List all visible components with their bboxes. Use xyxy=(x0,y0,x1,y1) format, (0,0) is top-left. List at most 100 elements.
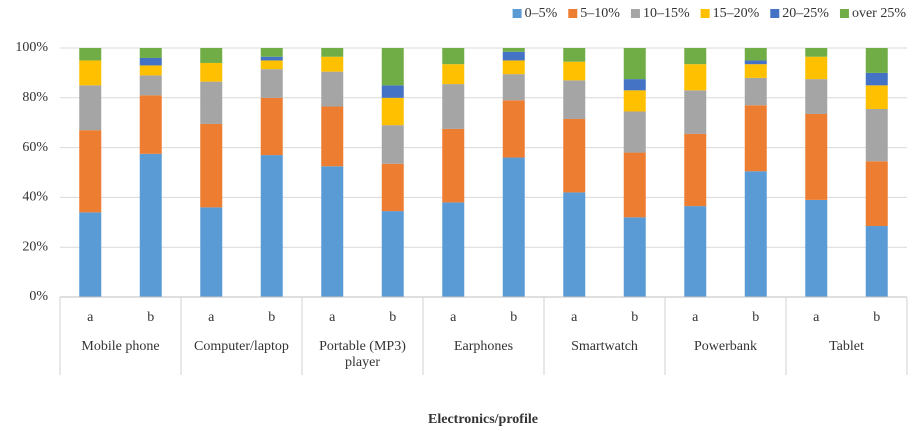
legend-swatch xyxy=(630,9,640,18)
group-label: Computer/laptop xyxy=(194,339,289,354)
bar-segment xyxy=(260,56,283,61)
legend-label: 0–5% xyxy=(525,6,558,21)
group-label: Powerbank xyxy=(694,339,757,354)
x-axis-title: Electronics/profile xyxy=(428,412,538,427)
bar-segment xyxy=(442,84,465,129)
bar-segment xyxy=(79,60,102,86)
bar-segment xyxy=(623,111,646,153)
group-label: Tablet xyxy=(829,339,864,354)
bar-segment xyxy=(139,57,162,66)
bar-segment xyxy=(563,118,586,193)
bar-segment xyxy=(502,48,525,52)
group-label: Portable (MP3) player xyxy=(319,339,406,370)
bar-segment xyxy=(623,152,646,218)
x-tick-label: a xyxy=(329,310,336,325)
legend-swatch xyxy=(512,9,522,18)
bar-segment xyxy=(381,125,404,164)
x-tick-label: a xyxy=(87,310,94,325)
y-tick-label: 40% xyxy=(22,190,48,205)
legend-swatch xyxy=(568,9,578,18)
bar-segment xyxy=(139,65,162,76)
bar-segment xyxy=(805,48,828,57)
bar-segment xyxy=(260,60,283,70)
legend-label: 15–20% xyxy=(713,6,760,21)
bar-segment xyxy=(321,48,344,57)
bar-segment xyxy=(744,171,767,297)
bar-segment xyxy=(865,48,888,73)
group-label: Earphones xyxy=(453,339,514,354)
bar-segment xyxy=(744,60,767,65)
bar-segment xyxy=(865,72,888,86)
legend-label: 20–25% xyxy=(782,6,829,21)
bar-segment xyxy=(139,153,162,297)
bar-segment xyxy=(684,48,707,65)
bar-segment xyxy=(563,192,586,297)
bar-segment xyxy=(502,74,525,101)
bar-segment xyxy=(744,64,767,78)
bar-segment xyxy=(744,48,767,61)
bar-segment xyxy=(321,71,344,107)
bar-segment xyxy=(805,113,828,200)
y-tick-label: 100% xyxy=(15,40,48,55)
bar-segment xyxy=(260,48,283,57)
bar-segment xyxy=(442,202,465,297)
bar-segment xyxy=(321,106,344,167)
x-tick-label: a xyxy=(813,310,820,325)
bar-segment xyxy=(200,62,223,82)
bar-segment xyxy=(563,80,586,119)
bar-segment xyxy=(200,123,223,208)
y-tick-label: 60% xyxy=(22,140,48,155)
bar-segment xyxy=(623,48,646,80)
bar-segment xyxy=(805,56,828,80)
bar-segment xyxy=(79,130,102,213)
bar-segment xyxy=(200,81,223,124)
x-tick-label: a xyxy=(450,310,457,325)
bar-segment xyxy=(805,199,828,297)
bar-segment xyxy=(321,166,344,297)
bar-segment xyxy=(260,69,283,98)
x-tick-label: a xyxy=(692,310,699,325)
bar-segment xyxy=(381,97,404,126)
bar-segment xyxy=(684,133,707,207)
x-tick-label: b xyxy=(389,310,396,325)
legend-swatch xyxy=(700,9,710,18)
bar-segment xyxy=(442,64,465,85)
bar-segment xyxy=(139,95,162,154)
bar-segment xyxy=(623,90,646,112)
y-tick-label: 20% xyxy=(22,239,48,254)
bar-segment xyxy=(260,155,283,297)
x-tick-label: b xyxy=(752,310,759,325)
bar-segment xyxy=(79,212,102,297)
bar-segment xyxy=(502,51,525,61)
group-label: Smartwatch xyxy=(571,339,638,354)
bar-segment xyxy=(502,157,525,297)
bar-segment xyxy=(563,48,586,62)
bar-segment xyxy=(381,211,404,297)
bar-segment xyxy=(442,128,465,203)
x-tick-label: b xyxy=(268,310,275,325)
bar-segment xyxy=(260,97,283,156)
legend-label: over 25% xyxy=(852,6,906,21)
bar-segment xyxy=(200,207,223,297)
bar-segment xyxy=(684,64,707,91)
y-tick-label: 0% xyxy=(29,289,48,304)
group-label: Mobile phone xyxy=(81,339,160,354)
bar-segment xyxy=(139,48,162,58)
bar-segment xyxy=(381,163,404,212)
y-tick-label: 80% xyxy=(22,90,48,105)
legend-swatch xyxy=(770,9,780,18)
bar-segment xyxy=(442,48,465,65)
bar-segment xyxy=(79,85,102,131)
bar-segment xyxy=(502,100,525,158)
bar-segment xyxy=(381,85,404,98)
x-tick-label: b xyxy=(147,310,154,325)
bar-segment xyxy=(684,206,707,297)
bar-segment xyxy=(744,77,767,106)
legend-swatch xyxy=(839,9,849,18)
bar-segment xyxy=(502,60,525,75)
x-tick-label: a xyxy=(208,310,215,325)
bar-segment xyxy=(200,48,223,63)
bar-segment xyxy=(805,79,828,114)
